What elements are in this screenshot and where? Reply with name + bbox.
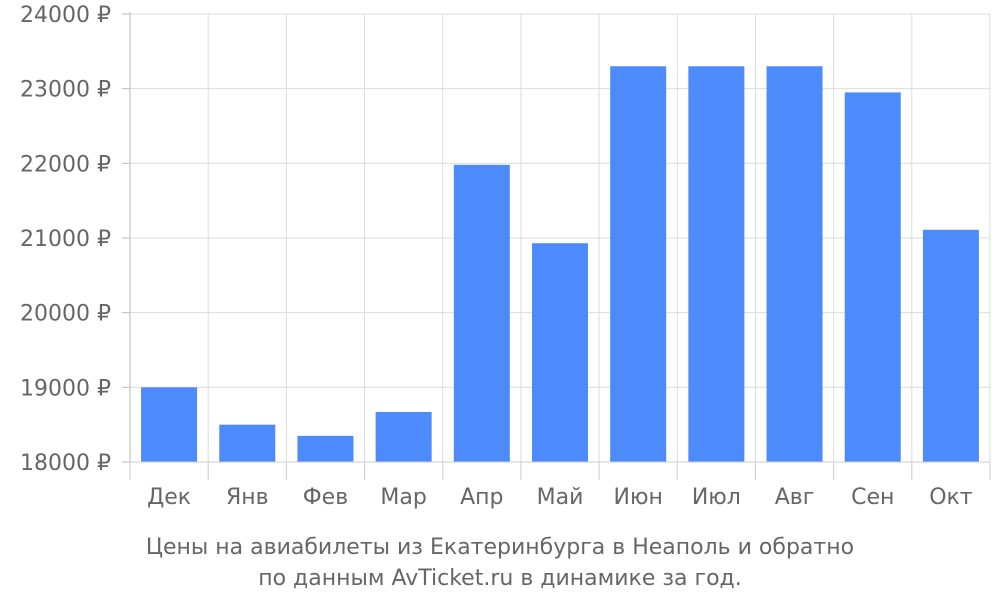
y-tick-label: 21000 ₽ — [20, 227, 111, 252]
x-tick-label: Окт — [929, 485, 973, 510]
bar-1 — [141, 387, 198, 462]
x-tick-label: Сен — [851, 485, 894, 510]
x-tick-label: Янв — [226, 485, 269, 510]
chart-caption-line-1: Цены на авиабилеты из Екатеринбурга в Не… — [145, 535, 855, 560]
x-tick-labels: Дек Янв Фев Мар Апр Май Июн Июл Авг Сен Окт — [147, 485, 973, 510]
x-tick-label: Дек — [147, 485, 191, 510]
y-tick-label: 24000 ₽ — [20, 3, 111, 28]
bar-4 — [375, 411, 432, 462]
bar-7 — [610, 66, 667, 463]
grid — [130, 13, 991, 463]
x-tick-label: Июл — [692, 485, 741, 510]
y-tick-label: 19000 ₽ — [20, 376, 111, 401]
bar-9 — [766, 66, 823, 463]
bar-5 — [453, 164, 510, 462]
x-tick-label: Июн — [613, 485, 662, 510]
x-tick-label: Мар — [380, 485, 426, 510]
y-tick-label: 20000 ₽ — [20, 302, 111, 327]
bar-3 — [297, 435, 354, 462]
bar-10 — [844, 92, 901, 463]
chart-caption-line-2: по данным AvTicket.ru в динамике за год. — [258, 566, 742, 591]
x-tick-label: Апр — [460, 485, 503, 510]
x-tick-label: Май — [537, 485, 584, 510]
axes — [122, 12, 991, 480]
y-tick-label: 18000 ₽ — [20, 451, 111, 476]
bar-11 — [922, 229, 979, 462]
bars — [141, 66, 979, 463]
bar-6 — [532, 243, 588, 462]
x-tick-label: Фев — [303, 485, 348, 510]
y-tick-label: 22000 ₽ — [20, 152, 111, 177]
y-tick-label: 23000 ₽ — [20, 78, 111, 103]
bar-2 — [219, 424, 276, 462]
x-tick-label: Авг — [775, 485, 815, 510]
y-tick-labels: 18000 ₽ 19000 ₽ 20000 ₽ 21000 ₽ 22000 ₽ 23000… — [20, 3, 111, 476]
bar-8 — [688, 66, 745, 463]
